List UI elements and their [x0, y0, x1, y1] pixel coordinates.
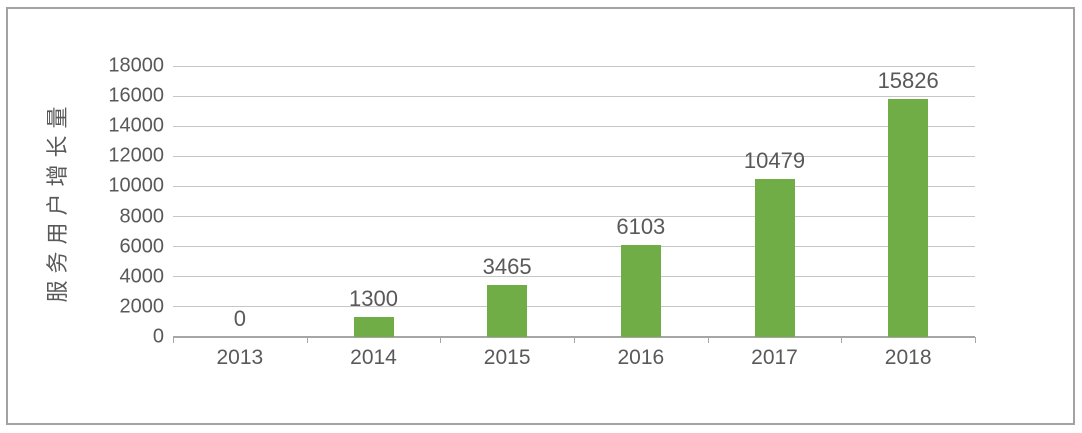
x-tick-label: 2017	[751, 346, 798, 369]
x-axis-tickmark	[173, 337, 174, 343]
gridline	[173, 276, 975, 278]
x-tick-label: 2013	[216, 346, 264, 369]
y-tick-label: 0	[152, 325, 164, 348]
x-axis-tickmark	[841, 337, 843, 343]
gridline	[173, 216, 975, 218]
bar	[487, 284, 528, 337]
gridline	[173, 246, 975, 248]
y-tick-label: 12000	[108, 144, 164, 167]
gridline	[173, 185, 975, 187]
bar	[888, 98, 929, 337]
bar-value-label: 0	[233, 306, 246, 331]
y-tick-label: 18000	[108, 54, 164, 77]
x-axis-tickmark	[440, 337, 442, 343]
x-axis-tickmark	[975, 337, 976, 343]
gridline	[173, 125, 975, 127]
y-tick-label: 4000	[119, 265, 165, 288]
x-tick-label: 2014	[350, 346, 397, 369]
gridline	[173, 155, 975, 157]
x-tick-label: 2018	[884, 346, 932, 369]
bar-value-label: 6103	[616, 214, 666, 240]
gridline	[173, 65, 975, 67]
bar	[620, 245, 661, 337]
bar	[353, 317, 394, 337]
x-axis-tickmark	[306, 337, 308, 343]
bar-value-label: 3465	[482, 253, 532, 279]
bar-value-label: 1300	[349, 286, 398, 312]
y-tick-label: 16000	[108, 84, 164, 107]
x-axis-tickmark	[574, 337, 575, 343]
y-tick-label: 6000	[119, 235, 165, 258]
y-tick-label: 8000	[119, 205, 165, 228]
bar-value-label: 15826	[877, 67, 939, 93]
y-tick-label: 2000	[119, 295, 165, 318]
y-tick-label: 10000	[108, 174, 164, 197]
x-axis-tickmark	[707, 337, 709, 343]
bar	[754, 179, 795, 337]
gridline	[173, 95, 975, 97]
x-tick-label: 2015	[483, 346, 531, 369]
gridline	[173, 306, 975, 308]
x-tick-label: 2016	[617, 346, 665, 369]
y-tick-label: 14000	[108, 114, 164, 137]
bar-value-label: 10479	[743, 148, 806, 174]
